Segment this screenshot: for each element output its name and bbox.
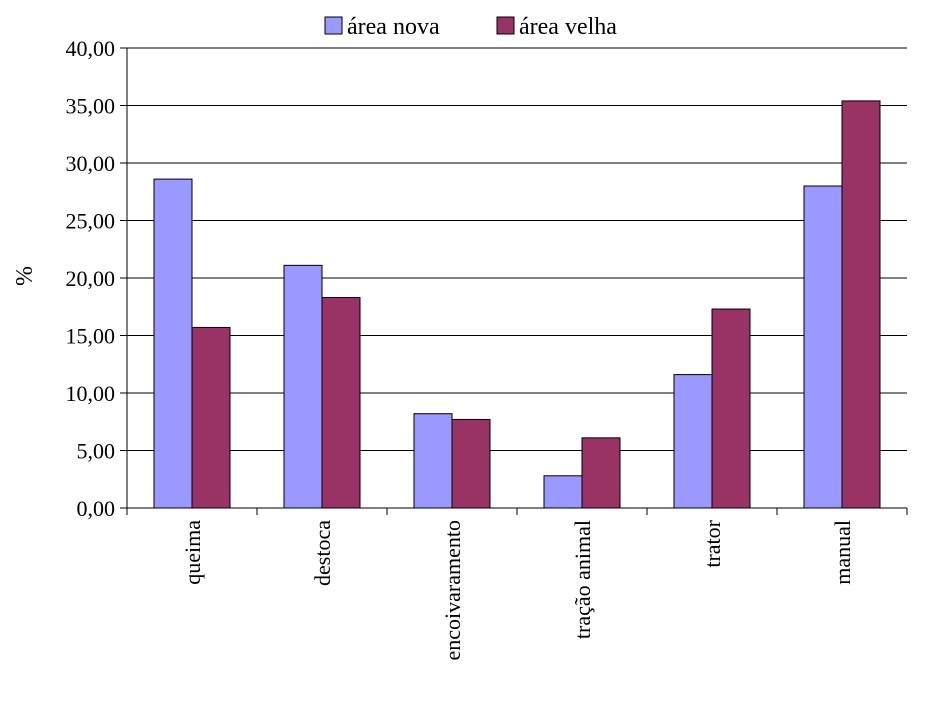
y-tick-label: 10,00 bbox=[66, 381, 116, 406]
y-tick-label: 20,00 bbox=[66, 266, 116, 291]
y-axis-title: % bbox=[12, 266, 38, 286]
legend-box bbox=[313, 10, 657, 46]
bar-area-nova bbox=[543, 475, 583, 509]
x-category-label: tração animal bbox=[570, 520, 595, 639]
bar-area-velha bbox=[321, 297, 361, 509]
y-tick-label: 5,00 bbox=[77, 439, 116, 464]
x-category-label: queima bbox=[180, 520, 205, 585]
x-category-label: trator bbox=[700, 519, 725, 567]
bar-area-velha bbox=[581, 437, 621, 509]
bar-area-nova bbox=[153, 178, 193, 509]
y-tick-labels: 0,00 5,00 10,00 15,00 20,00 25,00 30,00 35,00 40… bbox=[66, 36, 116, 521]
bar-area-velha bbox=[451, 418, 491, 509]
legend-swatch bbox=[496, 16, 515, 35]
gridlines bbox=[127, 47, 907, 451]
y-tick-label: 15,00 bbox=[66, 324, 116, 349]
legend-label: área velha bbox=[519, 14, 617, 40]
y-tick-label: 30,00 bbox=[66, 151, 116, 176]
x-category-labels: queima destoca encoivaramento tração animal… bbox=[180, 519, 855, 660]
y-tick-label: 0,00 bbox=[77, 496, 116, 521]
legend-label: área nova bbox=[347, 14, 440, 40]
bar-area-nova bbox=[283, 264, 323, 509]
x-category-label: encoivaramento bbox=[440, 520, 465, 661]
x-category-label: destoca bbox=[310, 520, 335, 586]
axes bbox=[120, 47, 908, 515]
bar-area-nova bbox=[803, 185, 843, 509]
y-tick-label: 35,00 bbox=[66, 94, 116, 119]
bars bbox=[153, 100, 881, 509]
y-tick-label: 40,00 bbox=[66, 36, 116, 61]
bar-area-velha bbox=[841, 100, 881, 509]
x-category-label: manual bbox=[830, 520, 855, 585]
y-tick-label: 25,00 bbox=[66, 209, 116, 234]
bar-area-velha bbox=[711, 308, 751, 509]
legend: área nova área velha bbox=[313, 10, 657, 46]
bar-area-nova bbox=[413, 413, 453, 509]
bar-area-nova bbox=[673, 374, 713, 509]
legend-swatch bbox=[324, 16, 343, 35]
bar-area-velha bbox=[191, 326, 231, 509]
